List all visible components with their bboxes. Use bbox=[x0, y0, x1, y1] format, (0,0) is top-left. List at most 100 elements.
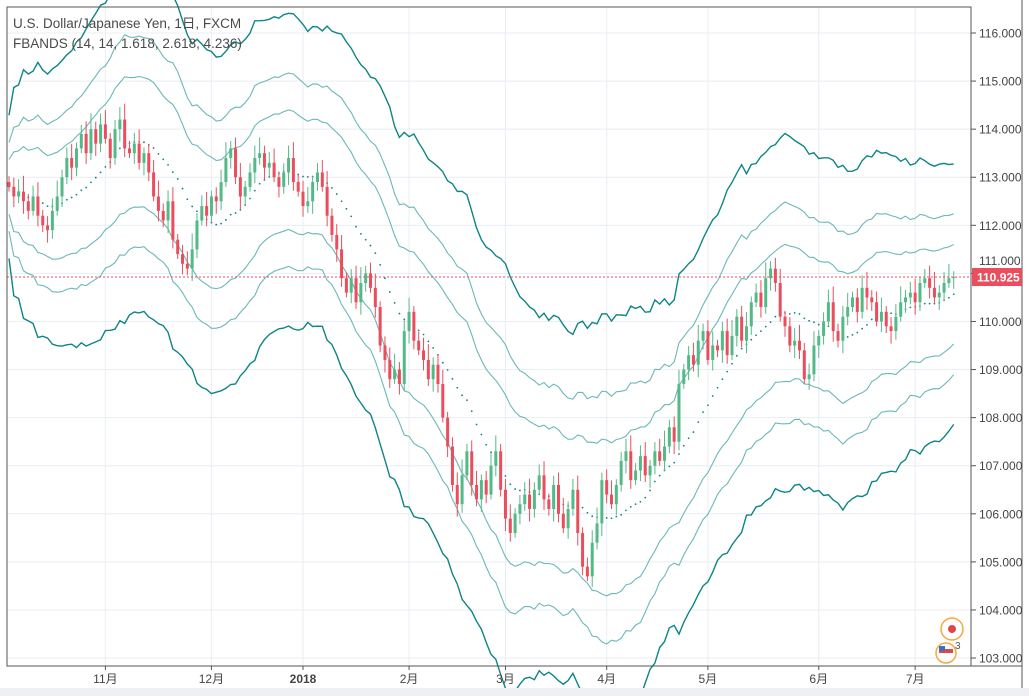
candle bbox=[475, 470, 479, 507]
fband-basis-dot bbox=[466, 399, 468, 402]
candle-body bbox=[499, 451, 503, 490]
candle-body bbox=[214, 196, 218, 202]
candle-body bbox=[315, 172, 319, 183]
candle-body bbox=[349, 278, 353, 293]
candle-body bbox=[393, 369, 397, 380]
fband-basis-dot bbox=[374, 252, 377, 255]
candle bbox=[214, 187, 218, 214]
candle bbox=[855, 288, 859, 323]
candle-body bbox=[513, 513, 517, 534]
candle bbox=[619, 451, 623, 492]
candle bbox=[113, 120, 117, 165]
fband-basis-dot bbox=[750, 338, 753, 341]
fband-basis-dot bbox=[769, 321, 772, 324]
candle-body bbox=[17, 191, 21, 197]
candle-body bbox=[205, 206, 209, 216]
candle bbox=[21, 175, 25, 214]
fband-basis-dot bbox=[422, 333, 425, 336]
candle-body bbox=[364, 273, 368, 284]
fband-basis-dot bbox=[928, 302, 931, 305]
fband-basis-dot bbox=[480, 433, 483, 436]
candle bbox=[128, 140, 131, 159]
fband-basis-dot bbox=[755, 334, 757, 337]
candle-body bbox=[851, 297, 854, 308]
candle bbox=[494, 435, 498, 477]
candle-body bbox=[581, 533, 585, 567]
candle-body bbox=[113, 129, 117, 159]
fband-lower-4.236 bbox=[8, 258, 955, 696]
candle bbox=[812, 331, 816, 382]
candle-body bbox=[369, 273, 372, 288]
candle bbox=[691, 342, 695, 372]
candle bbox=[913, 278, 917, 315]
candle bbox=[831, 286, 835, 342]
candle bbox=[224, 142, 228, 187]
candle-body bbox=[267, 162, 271, 168]
fband-basis-dot bbox=[851, 333, 854, 336]
candle bbox=[94, 121, 98, 157]
candle-body bbox=[118, 119, 122, 130]
candle-body bbox=[614, 484, 618, 505]
candle bbox=[7, 176, 11, 192]
candle-body bbox=[841, 316, 845, 341]
event-count-badge: 3 bbox=[955, 641, 961, 652]
fband-basis-dot bbox=[610, 517, 613, 520]
fband-basis-dot bbox=[359, 233, 362, 235]
fband-basis-dot bbox=[65, 198, 68, 201]
candle bbox=[836, 323, 840, 348]
candle bbox=[788, 317, 792, 353]
candle bbox=[320, 159, 324, 192]
candle bbox=[677, 369, 681, 451]
candle bbox=[687, 346, 691, 381]
candle-body bbox=[484, 480, 488, 495]
candles bbox=[7, 103, 956, 587]
candle bbox=[185, 251, 189, 276]
candle bbox=[759, 280, 763, 318]
candle-body bbox=[41, 215, 45, 226]
candle bbox=[209, 190, 213, 223]
fband-basis-dot bbox=[711, 395, 714, 397]
candle bbox=[600, 472, 604, 536]
fband-basis-dot bbox=[687, 437, 690, 440]
candle-body bbox=[769, 268, 773, 279]
candle-body bbox=[171, 201, 175, 240]
candle-body bbox=[687, 355, 691, 370]
candle bbox=[624, 438, 628, 474]
candle-body bbox=[677, 383, 681, 442]
fband-basis-dot bbox=[85, 186, 88, 189]
indicator-title[interactable]: FBANDS (14, 14, 1.618, 2.618, 4.236) bbox=[13, 36, 242, 51]
candle bbox=[65, 147, 69, 184]
candle-body bbox=[532, 489, 536, 509]
candle bbox=[41, 209, 45, 233]
candle-body bbox=[311, 182, 315, 202]
y-tick-label: 104.000 bbox=[979, 603, 1023, 617]
y-tick-label: 113.000 bbox=[979, 171, 1022, 185]
candle bbox=[537, 464, 541, 495]
candle bbox=[793, 328, 797, 359]
candle-body bbox=[147, 153, 151, 173]
candle-body bbox=[932, 287, 936, 298]
candle bbox=[89, 113, 93, 160]
candle bbox=[720, 321, 724, 363]
candle bbox=[369, 262, 372, 293]
x-tick-label: 6月 bbox=[809, 672, 828, 686]
candle bbox=[884, 306, 888, 334]
candle-body bbox=[282, 172, 286, 187]
candle bbox=[393, 353, 397, 384]
fband-basis-dot bbox=[639, 500, 642, 503]
candle-body bbox=[161, 210, 165, 221]
fband-basis-dot bbox=[764, 325, 767, 328]
candle-body bbox=[31, 196, 35, 211]
candle-body bbox=[817, 335, 821, 346]
fband-basis-dot bbox=[866, 324, 868, 326]
candle bbox=[547, 493, 551, 516]
fband-basis-dot bbox=[234, 212, 237, 214]
candle bbox=[706, 320, 710, 365]
candle-body bbox=[875, 302, 879, 322]
y-tick-label: 111.000 bbox=[979, 254, 1021, 268]
candle bbox=[26, 193, 30, 220]
candle bbox=[166, 190, 170, 234]
candle-body bbox=[638, 456, 642, 471]
candle-body bbox=[773, 268, 777, 284]
